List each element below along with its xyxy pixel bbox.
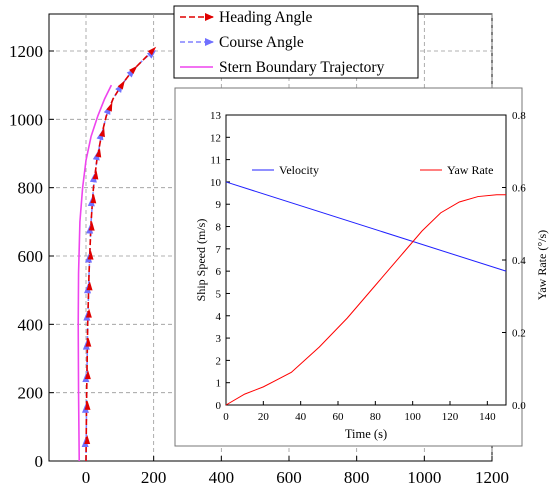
legend-arrow-course-angle (205, 38, 214, 46)
heading-angle-arrow-marker (84, 400, 91, 410)
inset-x-tick-label: 100 (404, 411, 421, 423)
inset-y-tick-label: 8 (216, 222, 222, 234)
inset-y-tick-label: 13 (210, 110, 222, 122)
heading-angle-arrow-marker (106, 102, 113, 112)
inset-legend-label-velocity: Velocity (279, 163, 319, 177)
legend-label-heading-angle: Heading Angle (219, 9, 313, 26)
heading-angle-arrow-marker (85, 337, 92, 347)
main-trajectory-plot: 0 200 400 600 800 1000 12000200400600800100012… (9, 5, 509, 487)
inset-speed-yaw-plot: 0 20 40 60 80 100 120 1400123456789101112130.00… (174, 87, 549, 447)
y-tick-label: 800 (18, 179, 44, 198)
inset-y-tick-label: 6 (216, 266, 222, 278)
y-tick-label: 0 (35, 452, 44, 471)
inset-x-tick-label: 120 (442, 411, 459, 423)
heading-angle-arrow-marker (129, 65, 138, 75)
series-line-heading-angle (85, 47, 156, 462)
legend-label-stern-boundary-trajectory: Stern Boundary Trajectory (219, 59, 385, 76)
heading-angle-arrow-marker (92, 170, 99, 180)
heading-angle-arrow-marker (99, 127, 105, 138)
main-legend: Heading Angle Course Angle Stern Boundary … (173, 5, 419, 79)
x-tick-label: 200 (141, 468, 167, 487)
legend-arrow-heading-angle (205, 13, 214, 21)
inset-y-tick-label: 4 (216, 311, 222, 323)
inset-legend-label-yaw-rate: Yaw Rate (447, 163, 493, 177)
inset-panel (174, 87, 523, 447)
heading-angle-arrow-marker (95, 148, 102, 158)
heading-angle-arrow-marker (88, 221, 95, 231)
main-legend-box (173, 5, 419, 79)
heading-angle-arrow-marker (84, 435, 91, 445)
inset-y-tick-label: 11 (210, 155, 221, 167)
y-tick-label: 200 (18, 384, 44, 403)
heading-angle-arrow-marker (85, 308, 92, 318)
inset-x-tick-label: 140 (479, 411, 496, 423)
inset-x-tick-label: 60 (333, 411, 345, 423)
y-tick-label: 600 (18, 247, 44, 266)
inset-x-tick-label: 0 (223, 411, 229, 423)
inset-y-tick-label: 9 (216, 199, 222, 211)
inset-y-tick-label: 3 (216, 333, 222, 345)
inset-y-tick-label: 10 (210, 177, 222, 189)
heading-angle-arrow-marker (147, 46, 157, 56)
inset-y-right-tick-label: 0.8 (512, 110, 526, 122)
x-tick-label: 400 (209, 468, 235, 487)
heading-angle-arrow-marker (117, 80, 125, 90)
inset-x-tick-label: 40 (295, 411, 307, 423)
y-tick-label: 400 (18, 315, 44, 334)
inset-y-tick-label: 12 (210, 132, 221, 144)
legend-label-course-angle: Course Angle (219, 34, 304, 51)
heading-angle-arrow-marker (86, 281, 93, 291)
inset-y-tick-label: 7 (216, 244, 222, 256)
inset-y-right-tick-label: 0.0 (512, 400, 526, 412)
inset-y-tick-label: 1 (216, 378, 222, 390)
inset-y-tick-label: 2 (216, 355, 222, 367)
x-tick-label: 600 (276, 468, 302, 487)
y-tick-label: 1200 (9, 42, 43, 61)
inset-series-line-velocity (225, 181, 507, 272)
heading-angle-arrow-marker (87, 250, 94, 260)
inset-series-line-yaw-rate (225, 194, 506, 406)
series-line-stern-boundary-trajectory (77, 84, 113, 462)
inset-x-tick-label: 20 (258, 411, 270, 423)
heading-angle-arrow-marker (90, 194, 97, 204)
inset-y-tick-label: 5 (216, 288, 222, 300)
inset-y-axis-title: Ship Speed (m/s) (194, 219, 208, 302)
inset-y-right-tick-label: 0.2 (512, 328, 526, 340)
inset-y-tick-label: 0 (216, 400, 222, 412)
inset-y-right-tick-label: 0.6 (512, 183, 526, 195)
x-tick-label: 1000 (407, 468, 441, 487)
x-tick-label: 1200 (475, 468, 509, 487)
inset-x-axis-title: Time (s) (345, 427, 387, 441)
x-tick-label: 800 (344, 468, 370, 487)
inset-x-tick-label: 80 (370, 411, 382, 423)
inset-y-right-axis-title: Yaw Rate (°/s) (535, 230, 549, 300)
heading-angle-arrow-marker (84, 370, 91, 380)
y-tick-label: 1000 (9, 110, 43, 129)
x-tick-label: 0 (82, 468, 91, 487)
inset-y-right-tick-label: 0.4 (512, 255, 526, 267)
